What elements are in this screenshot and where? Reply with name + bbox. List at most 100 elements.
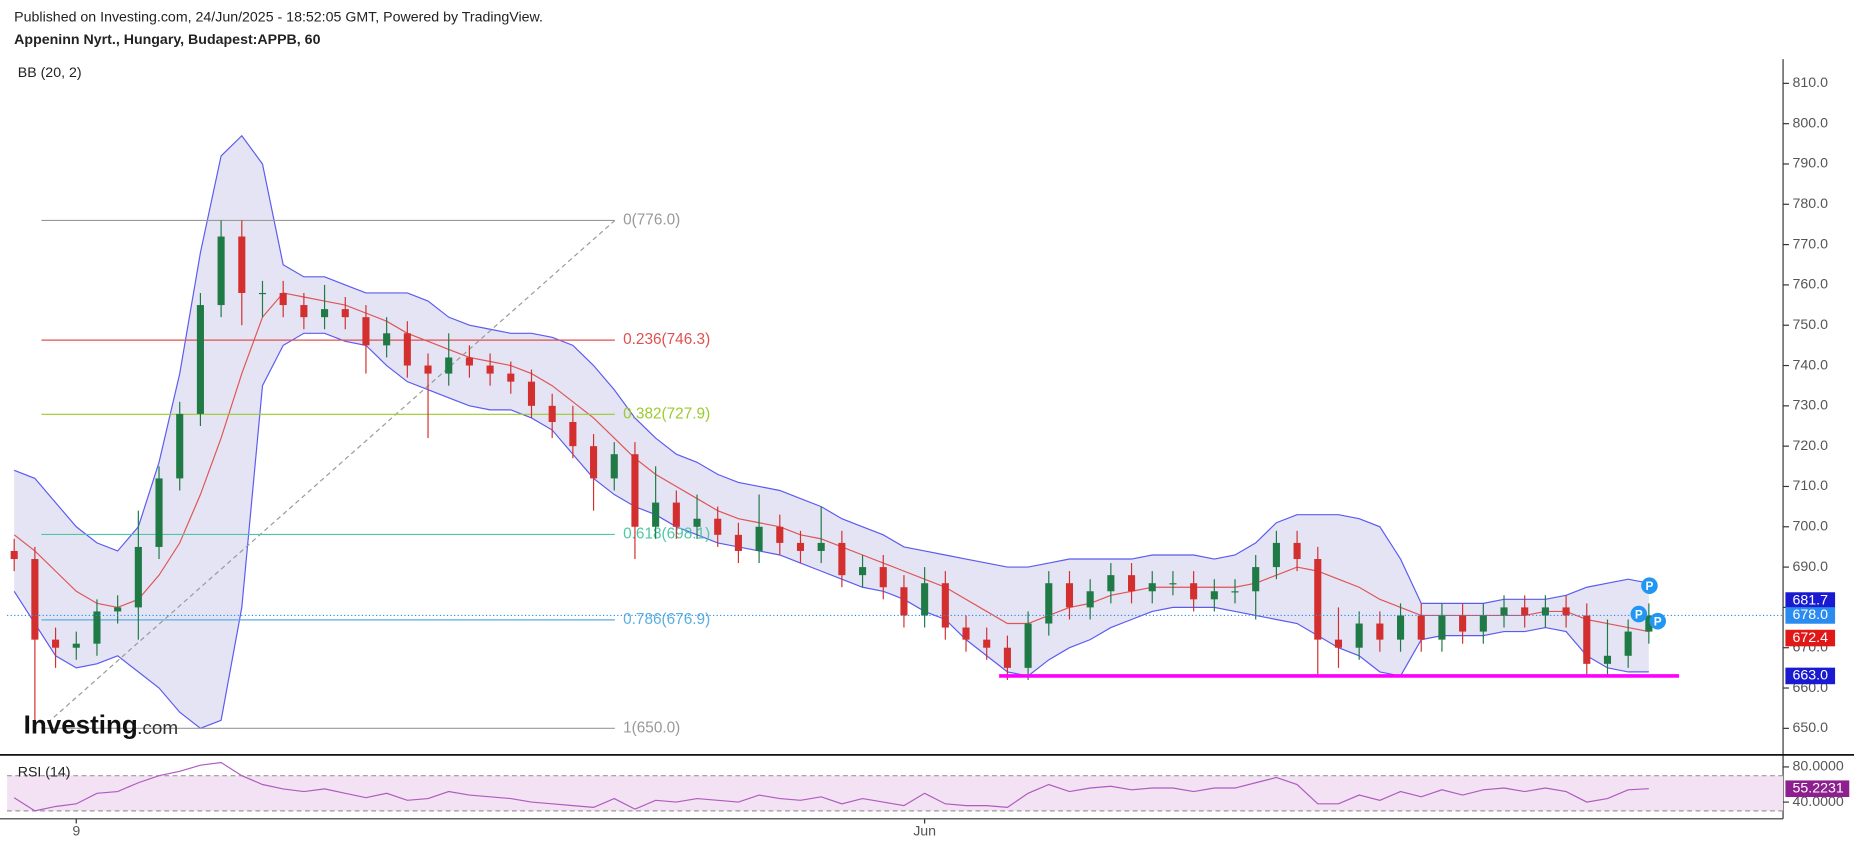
rsi-line (13, 761, 1649, 812)
candle-body (1314, 559, 1322, 640)
candle-body (1231, 591, 1239, 593)
fib-diagonal (40, 219, 616, 729)
candle-body (486, 365, 494, 374)
candle-body (1128, 575, 1136, 592)
price-tag-label: 681.7 (1793, 592, 1829, 608)
x-tick-label: Jun (913, 824, 936, 840)
price-tag (1785, 629, 1836, 647)
candle-body (1148, 583, 1156, 592)
band-lower (13, 332, 1649, 730)
candle-body (1252, 567, 1260, 592)
candle-body (1645, 615, 1653, 632)
candle-body (900, 587, 908, 616)
x-tick-label: 9 (72, 824, 80, 840)
candle-body (52, 639, 60, 648)
candle-body (1065, 583, 1074, 608)
candle-body (196, 305, 204, 414)
candle-body (507, 373, 515, 382)
candle-body (755, 526, 763, 551)
candle-body (1003, 647, 1011, 668)
event-marker (1649, 612, 1666, 630)
candle-body (879, 567, 887, 588)
candle-body (10, 550, 18, 560)
rsi-value-tag (1785, 780, 1850, 797)
candle-body (300, 305, 308, 318)
candle-body (776, 526, 784, 543)
candle-body (1293, 542, 1301, 560)
fib-label: 1(650.0) (623, 719, 680, 736)
rsi-value-label: 55.2231 (1793, 780, 1844, 796)
candle-body (1334, 639, 1343, 648)
candle-body (631, 454, 639, 527)
candle-body (114, 607, 122, 612)
y-tick-label: 770.0 (1793, 236, 1829, 252)
candle-body (258, 292, 267, 295)
y-tick-label: 800.0 (1793, 115, 1829, 131)
candle-body (176, 413, 184, 479)
candle-body (1459, 615, 1467, 632)
plot: 650.0660.0670.0680.0690.0700.0710.0720.0… (7, 75, 1850, 840)
candle-body (31, 559, 39, 640)
fib-label: 0.236(746.3) (623, 331, 710, 348)
candle-body (1024, 623, 1032, 668)
candle-body (569, 421, 577, 447)
candle-body (921, 583, 929, 616)
candle-body (1397, 615, 1405, 640)
rsi-band (7, 775, 1784, 811)
price-tag (1785, 667, 1836, 685)
candle-body (734, 534, 742, 551)
event-marker-label: P (1654, 614, 1662, 628)
candle-body (155, 478, 163, 547)
candle-body (1107, 575, 1115, 592)
candle-body (714, 518, 722, 535)
candle-body (1376, 623, 1384, 640)
y-tick-label: 650.0 (1793, 720, 1829, 736)
candle-body (445, 357, 453, 374)
band-upper (13, 134, 1649, 604)
y-tick-label: 740.0 (1793, 357, 1829, 373)
candle-body (548, 405, 556, 422)
price-tag (1785, 592, 1836, 609)
logo-brand: Investing (24, 709, 138, 739)
candle-body (796, 542, 805, 551)
candle-body (403, 333, 411, 366)
candle-body (93, 611, 101, 644)
candle-body (610, 454, 618, 479)
candle-body (1583, 615, 1591, 664)
candle-body (652, 502, 660, 527)
logo-suffix: .com (137, 718, 178, 739)
candle-body (279, 292, 287, 306)
y-tick-label: 710.0 (1793, 478, 1829, 494)
event-marker (1641, 577, 1658, 594)
candle-body (941, 583, 949, 628)
candle-body (838, 542, 846, 576)
candle-body (1210, 591, 1218, 600)
event-marker (1630, 605, 1648, 623)
candle-body (321, 309, 329, 318)
candle-body (672, 502, 680, 527)
candle-body (962, 627, 970, 640)
candle-body (238, 236, 246, 293)
candle-body (341, 309, 349, 318)
candle-body (1045, 583, 1053, 624)
candle-body (134, 546, 142, 608)
symbol-title: Appeninn Nyrt., Hungary, Budapest:APPB, … (14, 32, 320, 48)
candle-body (859, 567, 867, 576)
candle-body (1272, 542, 1280, 568)
published-note: Published on Investing.com, 24/Jun/2025 … (14, 9, 543, 25)
candle-body (1479, 615, 1487, 632)
fib-label: 0.618(698.1) (623, 525, 710, 542)
candle-body (1438, 615, 1446, 640)
y-tick-label: 700.0 (1793, 519, 1829, 535)
fib-label: 0.786(676.9) (623, 611, 710, 628)
candle-body (1190, 583, 1198, 600)
candle-body (817, 542, 825, 551)
price-tag-label: 678.0 (1793, 607, 1829, 623)
rsi-tick-label: 40.0000 (1793, 794, 1844, 810)
y-tick-label: 720.0 (1793, 438, 1829, 454)
fib-label: 0.382(727.9) (623, 405, 710, 422)
candle-body (217, 236, 225, 306)
candle-body (383, 333, 391, 346)
